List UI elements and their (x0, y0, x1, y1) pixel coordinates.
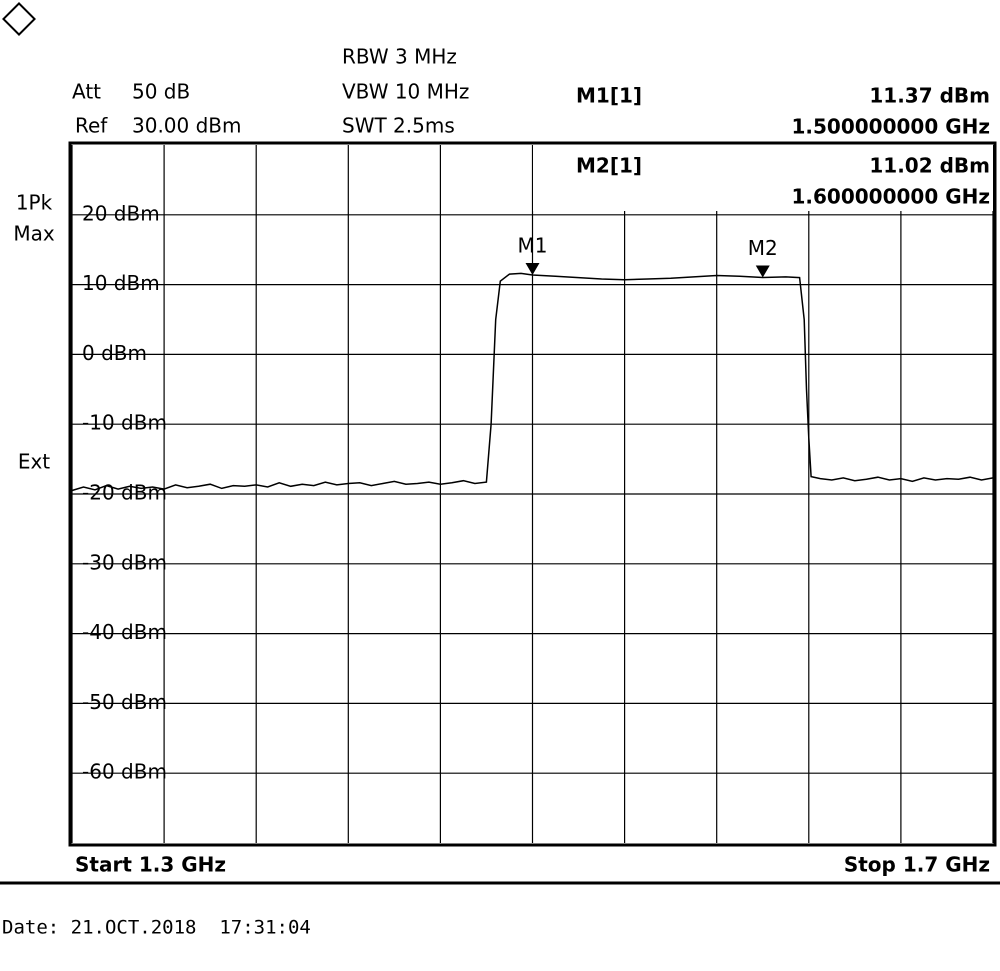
y-tick-label: 20 dBm (82, 201, 160, 225)
marker-readout: M2[1] (576, 154, 642, 178)
marker (525, 263, 540, 276)
marker-value: 11.02 dBm (869, 154, 990, 178)
marker (755, 265, 770, 278)
y-tick-label: -20 dBm (82, 481, 167, 505)
marker-readout: M1[1] (576, 84, 642, 108)
ref-value: 30.00 dBm (132, 114, 242, 138)
readout-panel (533, 145, 993, 211)
att-label: Att (72, 80, 101, 104)
rbw: RBW 3 MHz (342, 45, 457, 69)
date-label: Date: 21.OCT.2018 17:31:04 (2, 917, 311, 939)
att-value: 50 dB (132, 80, 190, 104)
marker-name: M2 (748, 236, 778, 260)
vbw: VBW 10 MHz (342, 80, 469, 104)
detector: Max (13, 222, 55, 246)
marker-value: 11.37 dBm (869, 84, 990, 108)
marker-frequency: 1.600000000 GHz (791, 185, 990, 209)
y-tick-label: 0 dBm (82, 341, 147, 365)
swt: SWT 2.5ms (342, 114, 455, 138)
marker-name: M1 (518, 234, 548, 258)
plot-frame (68, 141, 997, 847)
y-tick-label: -40 dBm (82, 620, 167, 644)
y-tick-label: -50 dBm (82, 690, 167, 714)
y-tick-label: 10 dBm (82, 271, 160, 295)
marker-frequency: 1.500000000 GHz (791, 115, 990, 139)
start-label: Start 1.3 GHz (75, 853, 226, 877)
trace (71, 272, 994, 492)
stop-label: Stop 1.7 GHz (844, 853, 990, 877)
detector: 1Pk (16, 191, 53, 215)
logo (2, 2, 36, 36)
y-tick-label: -10 dBm (82, 411, 167, 435)
ref-label: Ref (75, 114, 108, 138)
trigger: Ext (18, 450, 50, 474)
y-tick-label: -60 dBm (82, 760, 167, 784)
plot-area: 20 dBm 10 dBm 0 dBm -10 dBm -20 dBm -30 dBm -4… (71, 145, 994, 843)
y-tick-label: -30 dBm (82, 550, 167, 574)
